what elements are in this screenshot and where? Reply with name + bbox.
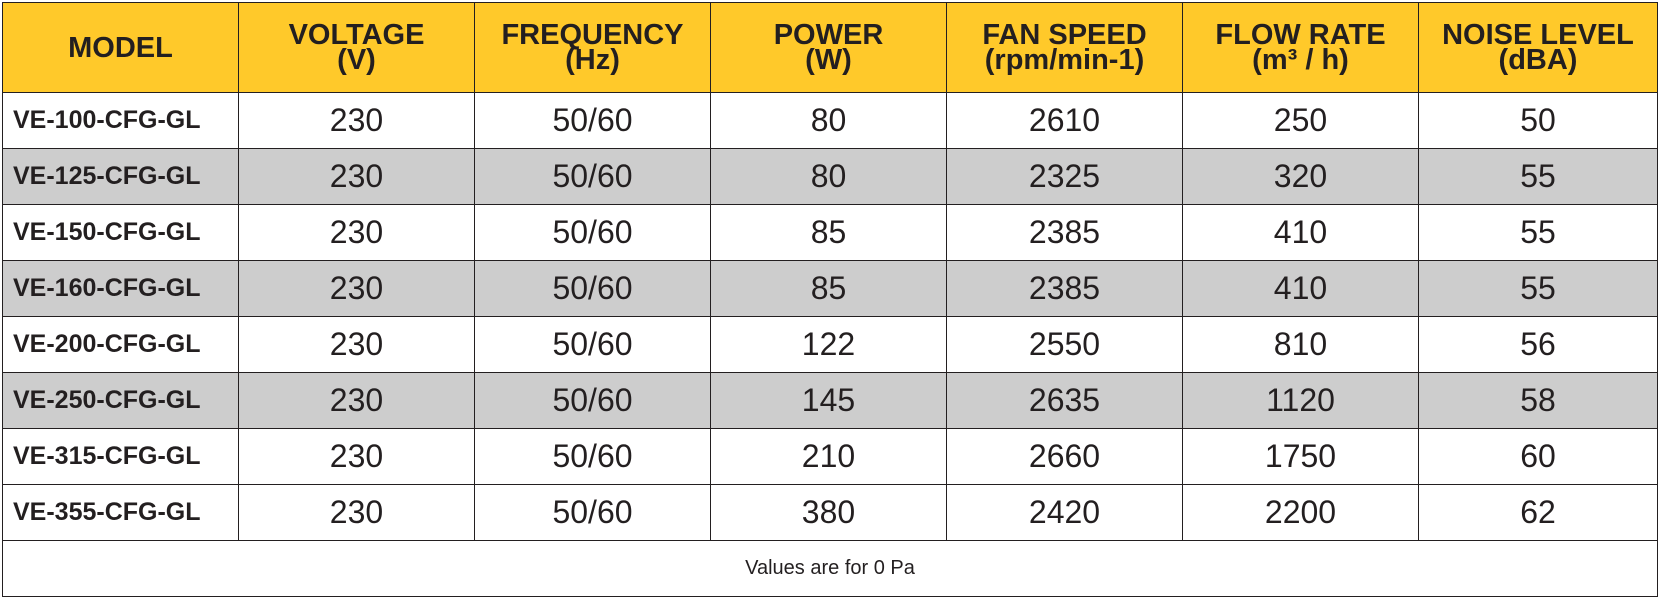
header-flow-rate: FLOW RATE (m³ / h)	[1182, 2, 1419, 93]
table-row: VE-150-CFG-GL 230 50/60 85 2385 410 55	[2, 204, 1658, 261]
fan-speed-cell: 2610	[946, 92, 1183, 149]
noise-level-cell: 62	[1418, 484, 1658, 541]
flow-rate-cell: 250	[1182, 92, 1419, 149]
voltage-cell: 230	[238, 484, 475, 541]
fan-speed-cell: 2385	[946, 204, 1183, 261]
fan-speed-cell: 2635	[946, 372, 1183, 429]
fan-speed-cell: 2325	[946, 148, 1183, 205]
footnote-row: Values are for 0 Pa	[2, 540, 1658, 597]
model-cell: VE-315-CFG-GL	[2, 428, 239, 485]
model-cell: VE-355-CFG-GL	[2, 484, 239, 541]
header-noise-level: NOISE LEVEL (dBA)	[1418, 2, 1658, 93]
fan-speed-cell: 2385	[946, 260, 1183, 317]
frequency-cell: 50/60	[474, 204, 711, 261]
voltage-cell: 230	[238, 260, 475, 317]
header-power-label: POWER	[773, 18, 884, 51]
header-voltage-unit: (V)	[337, 43, 376, 76]
header-noise-level-label: NOISE LEVEL	[1442, 18, 1634, 51]
power-cell: 210	[710, 428, 947, 485]
voltage-cell: 230	[238, 316, 475, 373]
header-voltage: VOLTAGE (V)	[238, 2, 475, 93]
table-header: MODEL VOLTAGE (V) FREQUENCY (Hz) POWER (…	[2, 2, 1658, 93]
header-power-unit: (W)	[805, 43, 852, 76]
frequency-cell: 50/60	[474, 372, 711, 429]
flow-rate-cell: 410	[1182, 204, 1419, 261]
frequency-cell: 50/60	[474, 92, 711, 149]
fan-speed-cell: 2420	[946, 484, 1183, 541]
voltage-cell: 230	[238, 428, 475, 485]
model-cell: VE-150-CFG-GL	[2, 204, 239, 261]
power-cell: 85	[710, 204, 947, 261]
voltage-cell: 230	[238, 372, 475, 429]
power-cell: 145	[710, 372, 947, 429]
power-cell: 80	[710, 92, 947, 149]
noise-level-cell: 58	[1418, 372, 1658, 429]
voltage-cell: 230	[238, 148, 475, 205]
header-voltage-label: VOLTAGE	[288, 18, 425, 51]
footnote: Values are for 0 Pa	[2, 540, 1658, 597]
noise-level-cell: 60	[1418, 428, 1658, 485]
flow-rate-cell: 320	[1182, 148, 1419, 205]
header-frequency: FREQUENCY (Hz)	[474, 2, 711, 93]
header-fan-speed-unit: (rpm/min-1)	[984, 43, 1145, 76]
header-noise-level-unit: (dBA)	[1498, 43, 1578, 76]
table-row: VE-125-CFG-GL 230 50/60 80 2325 320 55	[2, 148, 1658, 205]
header-frequency-unit: (Hz)	[565, 43, 620, 76]
table-row: VE-160-CFG-GL 230 50/60 85 2385 410 55	[2, 260, 1658, 317]
header-flow-rate-label: FLOW RATE	[1215, 18, 1386, 51]
frequency-cell: 50/60	[474, 428, 711, 485]
flow-rate-cell: 810	[1182, 316, 1419, 373]
noise-level-cell: 55	[1418, 260, 1658, 317]
power-cell: 380	[710, 484, 947, 541]
fan-speed-cell: 2660	[946, 428, 1183, 485]
flow-rate-cell: 2200	[1182, 484, 1419, 541]
voltage-cell: 230	[238, 204, 475, 261]
noise-level-cell: 50	[1418, 92, 1658, 149]
model-cell: VE-100-CFG-GL	[2, 92, 239, 149]
flow-rate-cell: 410	[1182, 260, 1419, 317]
table-body: VE-100-CFG-GL 230 50/60 80 2610 250 50 V…	[2, 92, 1658, 541]
noise-level-cell: 55	[1418, 148, 1658, 205]
header-power: POWER (W)	[710, 2, 947, 93]
header-model-label: MODEL	[68, 31, 173, 64]
model-cell: VE-250-CFG-GL	[2, 372, 239, 429]
frequency-cell: 50/60	[474, 316, 711, 373]
header-flow-rate-unit: (m³ / h)	[1252, 43, 1349, 76]
flow-rate-cell: 1750	[1182, 428, 1419, 485]
model-cell: VE-200-CFG-GL	[2, 316, 239, 373]
header-fan-speed-label: FAN SPEED	[982, 18, 1147, 51]
model-cell: VE-125-CFG-GL	[2, 148, 239, 205]
table-row: VE-250-CFG-GL 230 50/60 145 2635 1120 58	[2, 372, 1658, 429]
header-row: MODEL VOLTAGE (V) FREQUENCY (Hz) POWER (…	[2, 2, 1658, 93]
table-row: VE-100-CFG-GL 230 50/60 80 2610 250 50	[2, 92, 1658, 149]
voltage-cell: 230	[238, 92, 475, 149]
table-footer: Values are for 0 Pa	[2, 540, 1658, 597]
table-row: VE-200-CFG-GL 230 50/60 122 2550 810 56	[2, 316, 1658, 373]
header-frequency-label: FREQUENCY	[501, 18, 684, 51]
power-cell: 122	[710, 316, 947, 373]
fan-speed-cell: 2550	[946, 316, 1183, 373]
noise-level-cell: 56	[1418, 316, 1658, 373]
noise-level-cell: 55	[1418, 204, 1658, 261]
frequency-cell: 50/60	[474, 260, 711, 317]
frequency-cell: 50/60	[474, 148, 711, 205]
frequency-cell: 50/60	[474, 484, 711, 541]
table-row: VE-355-CFG-GL 230 50/60 380 2420 2200 62	[2, 484, 1658, 541]
model-cell: VE-160-CFG-GL	[2, 260, 239, 317]
table-row: VE-315-CFG-GL 230 50/60 210 2660 1750 60	[2, 428, 1658, 485]
power-cell: 85	[710, 260, 947, 317]
header-model: MODEL	[2, 2, 239, 93]
header-fan-speed: FAN SPEED (rpm/min-1)	[946, 2, 1183, 93]
power-cell: 80	[710, 148, 947, 205]
flow-rate-cell: 1120	[1182, 372, 1419, 429]
